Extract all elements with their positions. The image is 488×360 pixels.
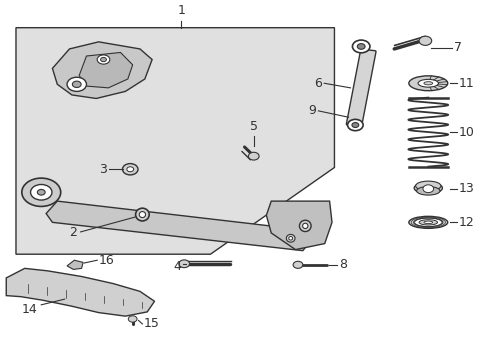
Circle shape [248, 152, 259, 160]
Polygon shape [67, 260, 83, 269]
Text: 8: 8 [339, 258, 346, 271]
Ellipse shape [418, 220, 437, 225]
Text: 16: 16 [99, 254, 114, 267]
Text: 13: 13 [458, 182, 473, 195]
Circle shape [122, 163, 138, 175]
Circle shape [422, 185, 433, 193]
Ellipse shape [302, 223, 307, 229]
Text: 9: 9 [308, 104, 316, 117]
Polygon shape [46, 201, 312, 251]
Ellipse shape [423, 82, 432, 85]
Text: 10: 10 [458, 126, 473, 139]
Circle shape [101, 58, 106, 62]
Polygon shape [16, 28, 334, 254]
Circle shape [126, 167, 133, 172]
Ellipse shape [286, 234, 294, 242]
Text: 6: 6 [314, 77, 322, 90]
Text: 15: 15 [143, 318, 159, 330]
Circle shape [351, 122, 358, 127]
Ellipse shape [408, 216, 447, 228]
Text: 4: 4 [173, 260, 181, 273]
Circle shape [128, 316, 137, 322]
Circle shape [22, 178, 61, 206]
Text: 12: 12 [458, 216, 473, 229]
Ellipse shape [417, 79, 438, 87]
Circle shape [37, 189, 45, 195]
Ellipse shape [423, 221, 432, 224]
Polygon shape [266, 201, 331, 249]
Ellipse shape [416, 186, 439, 195]
Text: 1: 1 [177, 4, 185, 17]
Ellipse shape [413, 183, 442, 194]
Circle shape [352, 40, 369, 53]
Text: 11: 11 [458, 77, 473, 90]
Ellipse shape [415, 181, 440, 191]
Polygon shape [6, 268, 154, 316]
Text: 14: 14 [22, 303, 38, 316]
FancyBboxPatch shape [346, 49, 375, 126]
Circle shape [179, 260, 189, 267]
Circle shape [97, 55, 110, 64]
Circle shape [67, 77, 86, 91]
Ellipse shape [413, 218, 442, 227]
Polygon shape [79, 53, 132, 88]
Text: 5: 5 [250, 120, 258, 133]
Ellipse shape [408, 76, 447, 91]
Ellipse shape [288, 237, 292, 240]
Text: 3: 3 [99, 163, 107, 176]
Circle shape [357, 44, 365, 49]
Ellipse shape [299, 220, 310, 231]
Ellipse shape [135, 208, 149, 221]
Polygon shape [52, 42, 152, 99]
Text: 7: 7 [453, 41, 461, 54]
Circle shape [292, 261, 302, 268]
Text: 2: 2 [69, 226, 77, 239]
Ellipse shape [139, 212, 145, 217]
Circle shape [72, 81, 81, 87]
Circle shape [30, 184, 52, 200]
Circle shape [347, 120, 363, 131]
Circle shape [418, 36, 431, 45]
